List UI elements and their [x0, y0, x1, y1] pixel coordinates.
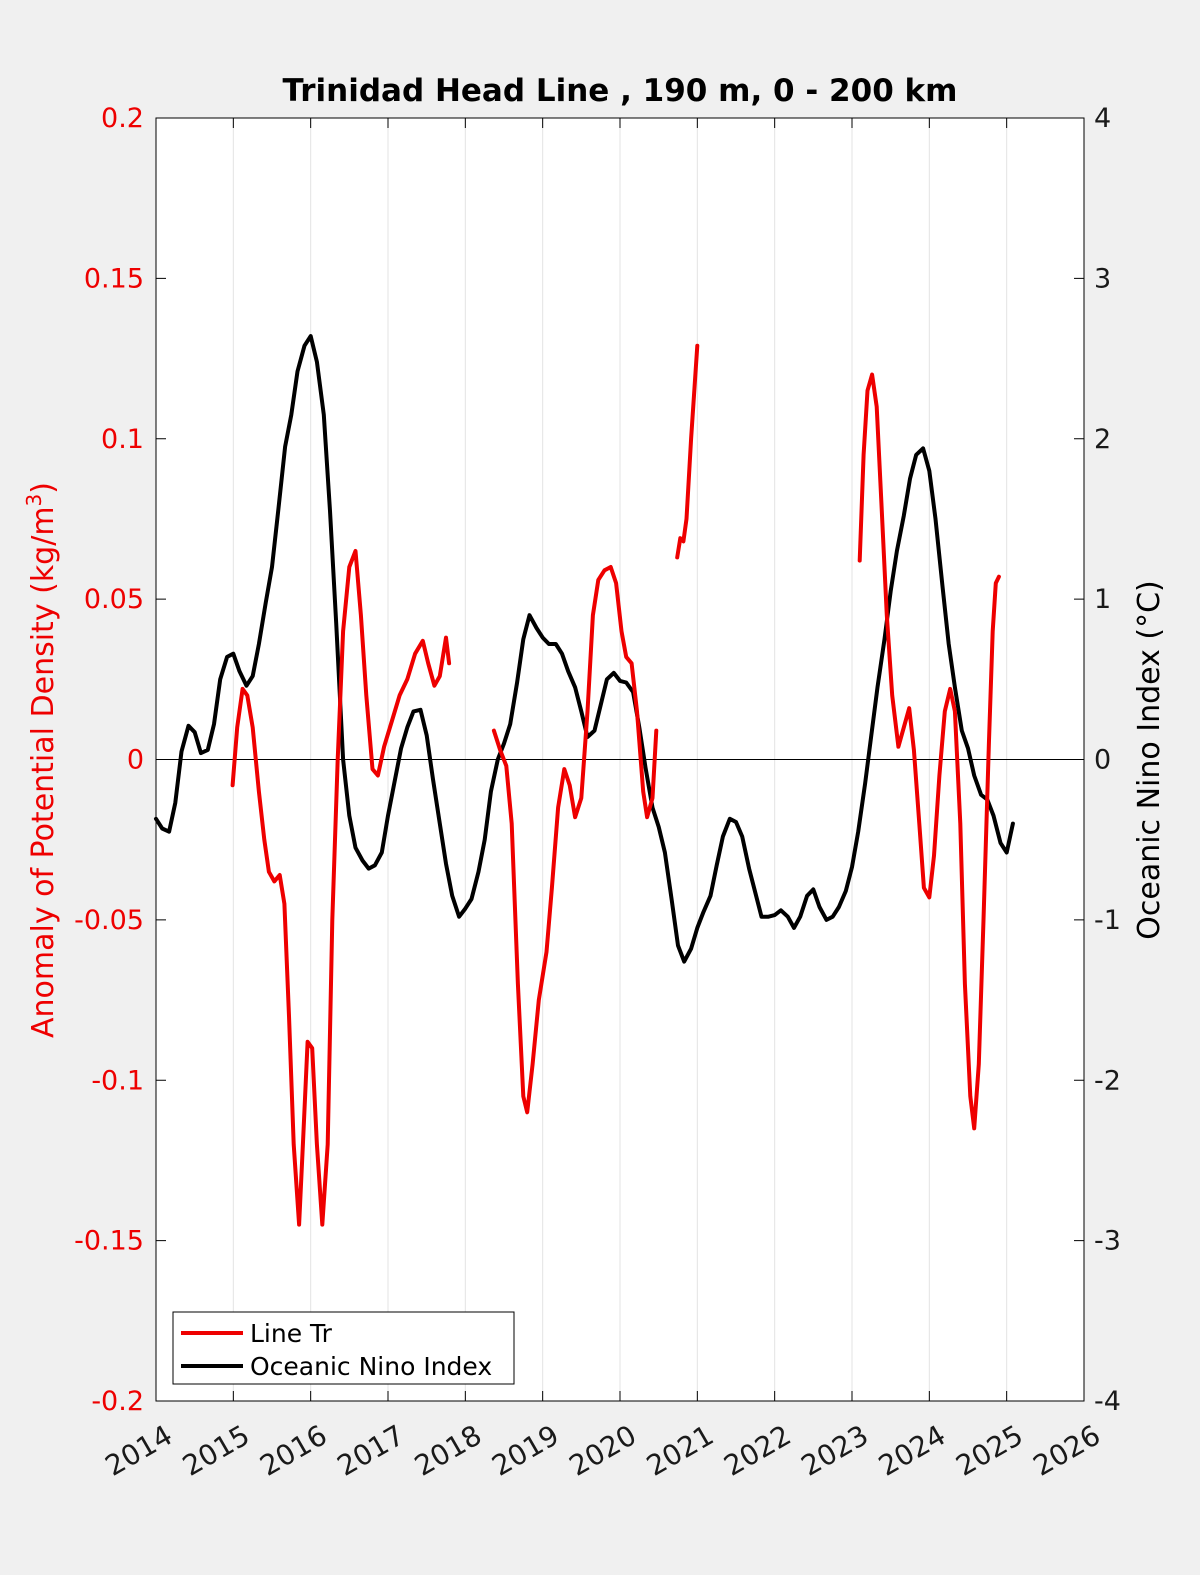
oni-series-segment-0	[154, 334, 1015, 964]
right-axis: 4 3 2 1 0 -1 -2 -3 -4	[1074, 103, 1121, 1417]
left-tick-label: -0.05	[74, 905, 144, 936]
line-tr-series-segment-1	[491, 565, 659, 1115]
right-tick-label: 0	[1094, 745, 1111, 776]
left-tick-label: -0.2	[91, 1386, 144, 1417]
line-tr-series-segment-0	[230, 549, 452, 1227]
line-tr-series-segment-3	[857, 372, 1001, 1131]
left-tick-label: 0	[127, 745, 144, 776]
left-tick-label: 0.2	[101, 103, 144, 134]
right-tick-label: -4	[1094, 1386, 1121, 1417]
legend-box	[172, 1311, 515, 1385]
right-tick-label: 4	[1094, 103, 1111, 134]
right-tick-label: -2	[1094, 1065, 1121, 1096]
right-tick-label: -1	[1094, 905, 1121, 936]
right-tick-label: 3	[1094, 263, 1111, 294]
series-layer	[154, 334, 1015, 1227]
left-tick-label: 0.05	[84, 584, 144, 615]
left-axis: 0.2 0.15 0.1 0.05 0 -0.05 -0.1 -0.15 -0.2	[74, 103, 166, 1417]
right-tick-label: 2	[1094, 424, 1111, 455]
left-axis-label-superscript: 3	[22, 494, 46, 507]
left-tick-label: 0.1	[101, 424, 144, 455]
legend-oni-label: Oceanic Nino Index	[250, 1352, 492, 1381]
left-tick-label: -0.15	[74, 1226, 144, 1257]
legend: Line Tr Oceanic Nino Index	[172, 1311, 515, 1385]
right-tick-label: 1	[1094, 584, 1111, 615]
legend-line-tr-label: Line Tr	[250, 1319, 333, 1348]
chart-title: Trinidad Head Line , 190 m, 0 - 200 km	[283, 73, 958, 109]
right-tick-label: -3	[1094, 1226, 1121, 1257]
left-axis-label: Anomaly of Potential Density (kg/m3)	[22, 482, 61, 1038]
left-tick-label: -0.1	[91, 1065, 144, 1096]
left-tick-label: 0.15	[84, 263, 144, 294]
line-tr-series-segment-2	[675, 343, 700, 560]
right-axis-label: Oceanic Nino Index (°C)	[1132, 580, 1167, 940]
